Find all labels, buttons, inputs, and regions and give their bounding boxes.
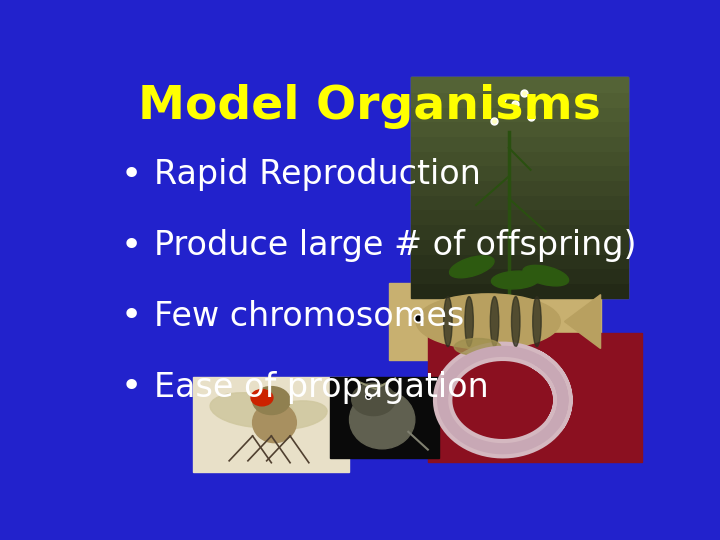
Bar xyxy=(411,77,629,92)
Bar xyxy=(411,107,629,122)
Ellipse shape xyxy=(449,256,494,278)
Ellipse shape xyxy=(454,339,501,355)
Bar xyxy=(389,283,600,360)
Bar xyxy=(411,195,629,210)
Ellipse shape xyxy=(263,401,327,429)
Bar xyxy=(411,268,629,283)
Ellipse shape xyxy=(511,296,520,347)
Bar xyxy=(411,165,629,180)
Ellipse shape xyxy=(349,390,415,449)
Ellipse shape xyxy=(492,271,539,289)
Text: Model Organisms: Model Organisms xyxy=(138,84,600,129)
Text: •: • xyxy=(121,228,142,262)
Ellipse shape xyxy=(533,296,541,347)
Bar xyxy=(411,254,629,268)
Polygon shape xyxy=(564,295,600,348)
Circle shape xyxy=(251,389,273,406)
Ellipse shape xyxy=(444,296,452,347)
Ellipse shape xyxy=(523,265,569,286)
Bar xyxy=(428,333,642,462)
Ellipse shape xyxy=(465,296,473,347)
Ellipse shape xyxy=(416,294,560,349)
Bar xyxy=(411,180,629,195)
Bar xyxy=(411,136,629,151)
Text: Produce large # of offspring): Produce large # of offspring) xyxy=(154,229,636,262)
Bar xyxy=(193,377,349,472)
Text: Few chromosomes: Few chromosomes xyxy=(154,300,464,333)
Ellipse shape xyxy=(490,296,499,347)
Circle shape xyxy=(351,383,395,416)
Bar xyxy=(411,122,629,136)
Bar xyxy=(411,210,629,224)
Bar xyxy=(411,92,629,107)
Bar xyxy=(411,77,629,298)
Bar xyxy=(411,283,629,298)
Bar xyxy=(411,239,629,254)
Bar xyxy=(411,151,629,165)
Ellipse shape xyxy=(210,393,295,428)
Ellipse shape xyxy=(253,402,297,443)
Text: •: • xyxy=(121,299,142,333)
Text: •: • xyxy=(121,158,142,192)
Bar xyxy=(411,224,629,239)
Text: •: • xyxy=(121,370,142,404)
Text: Ease of propagation: Ease of propagation xyxy=(154,370,489,403)
Text: Rapid Reproduction: Rapid Reproduction xyxy=(154,158,481,192)
Bar xyxy=(330,377,438,458)
Circle shape xyxy=(253,387,290,415)
